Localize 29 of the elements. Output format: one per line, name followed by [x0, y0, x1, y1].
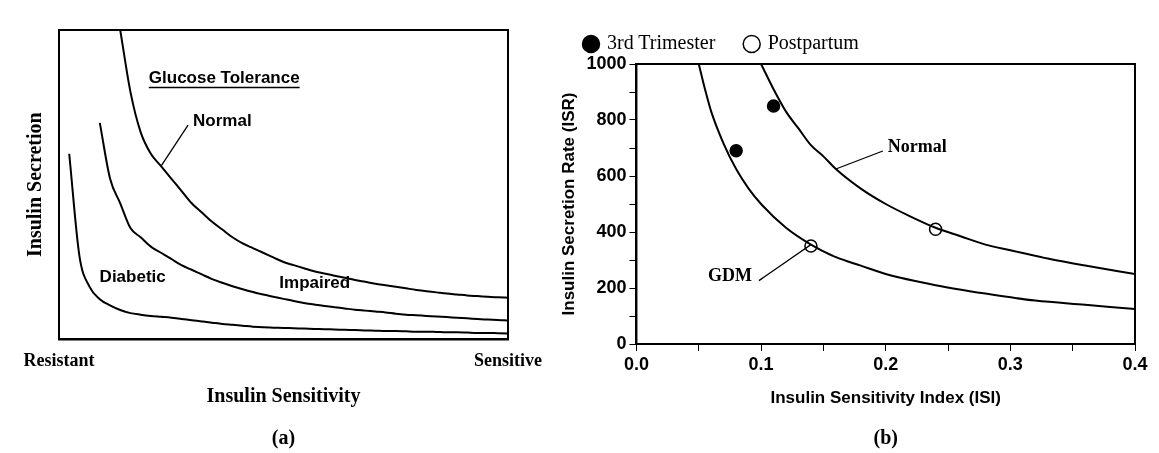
legend-label: 3rd Trimester: [607, 31, 716, 54]
point: [729, 144, 743, 158]
x-axis-title: Insulin Sensitivity: [206, 384, 361, 408]
y-axis-title: Insulin Secretion: [23, 112, 46, 258]
x-tick-label: 0.3: [997, 353, 1023, 374]
y-axis-title: Insulin Secretion Rate (ISR): [558, 92, 578, 316]
x-axis-title: Insulin Sensitivity Index (ISI): [770, 388, 1001, 408]
series-label: Impaired: [279, 273, 351, 293]
y-tick-label: 600: [596, 164, 627, 185]
text: (a): [271, 426, 296, 450]
y-tick-label: 400: [596, 220, 627, 241]
x-tick-label: Sensitive: [473, 349, 543, 370]
series-label: Diabetic: [99, 267, 166, 287]
legend-label: Postpartum: [767, 31, 860, 55]
text: Normal: [887, 135, 947, 156]
text: (b): [873, 426, 898, 450]
legend-title: Glucose Tolerance: [148, 67, 300, 87]
x-tick-label: 0.1: [748, 353, 774, 374]
x-tick-label: 0.4: [1122, 353, 1148, 374]
x-tick-label: Resistant: [23, 349, 95, 370]
x-tick-label: 0.2: [873, 353, 899, 374]
point: [766, 99, 781, 113]
y-tick-label: 1000: [586, 52, 627, 73]
y-tick-label: 0: [616, 332, 627, 353]
x-tick-label: 0.0: [623, 353, 649, 374]
y-tick-label: 200: [596, 276, 627, 297]
text: GDM: [707, 265, 752, 286]
y-tick-label: 800: [596, 108, 627, 129]
text: Normal: [193, 110, 252, 130]
